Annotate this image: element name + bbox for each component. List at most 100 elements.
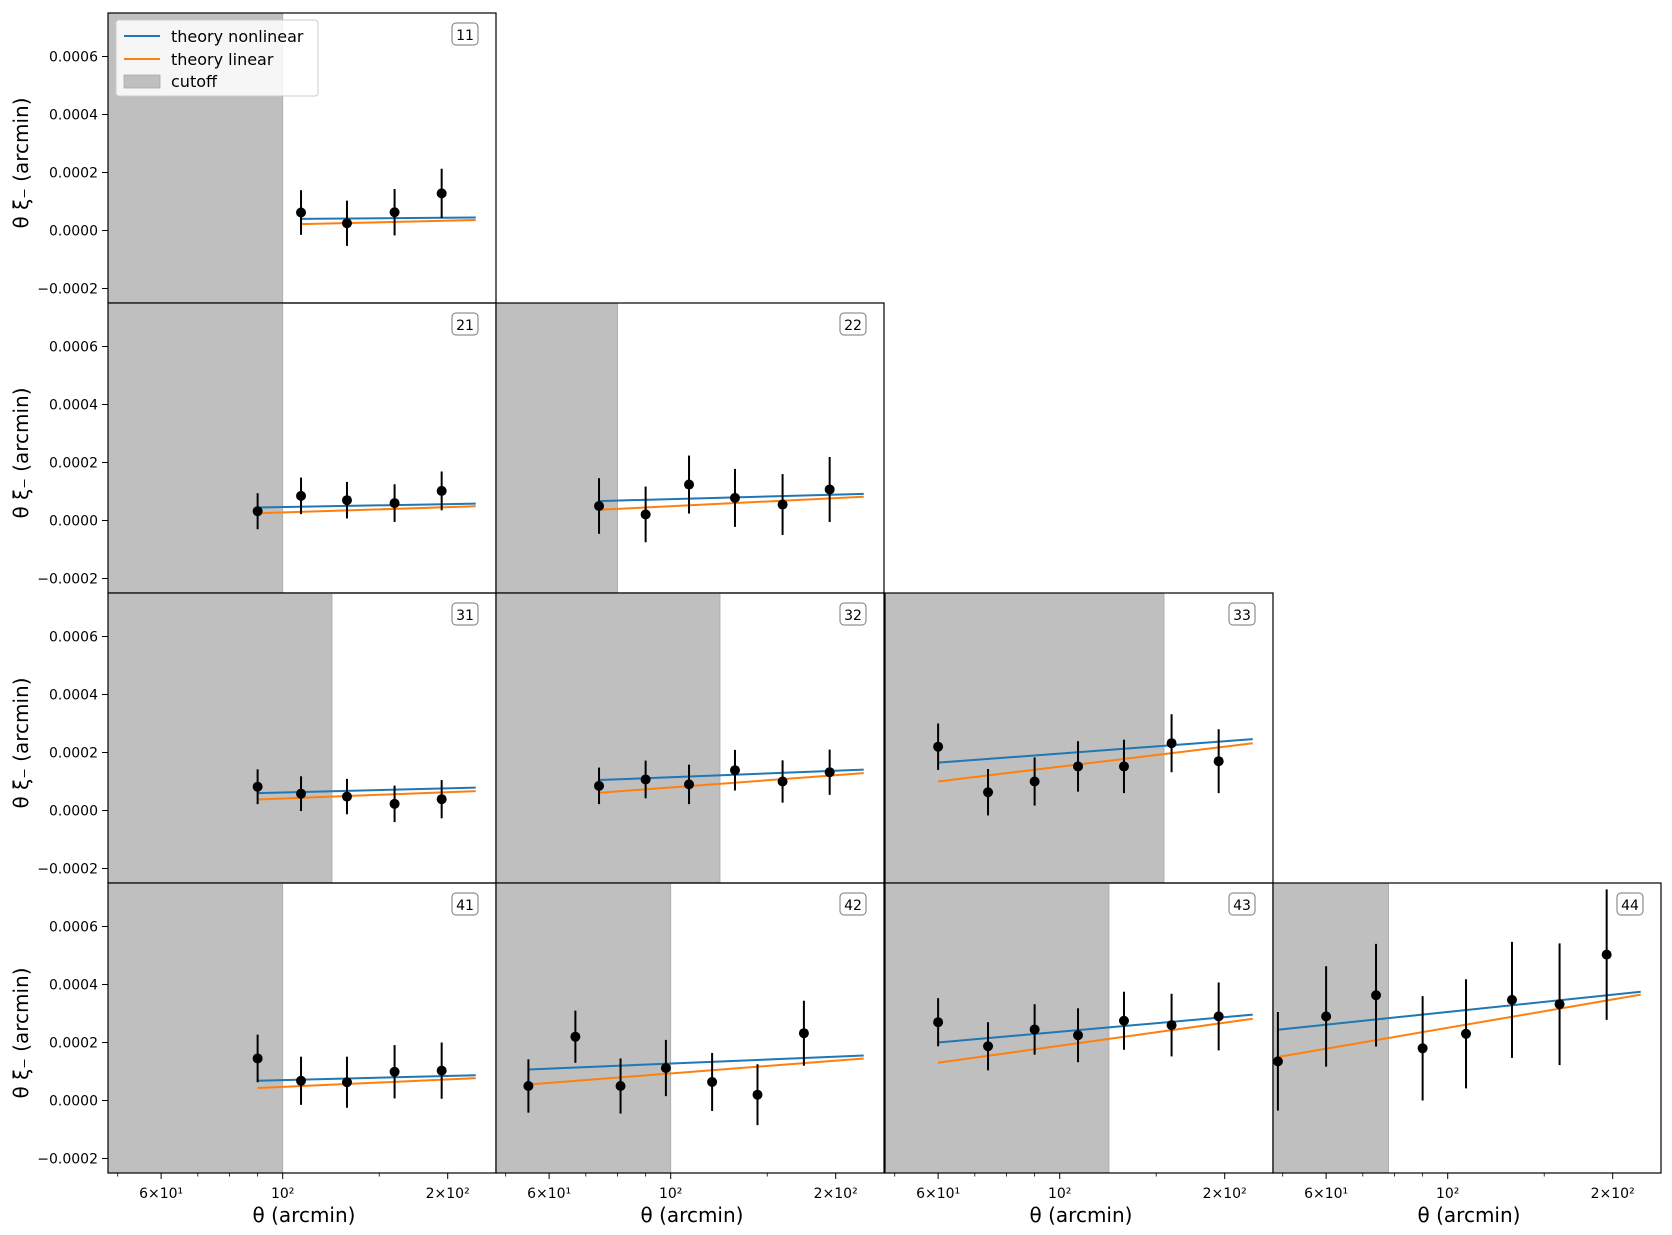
panel-label-41: 41 [456,898,474,914]
panel-label-31: 31 [456,608,474,624]
xtick-label-42-2: 2×10² [814,1186,858,1202]
linear-line-32 [598,772,864,794]
panel-31: 31 −0.0002 0.0000 0.0002 0.0004 0.0006 [37,592,497,884]
legend-label-linear: theory linear [171,50,274,69]
cutoff-band-21 [107,302,284,594]
cutoff-band-32 [495,592,721,884]
legend-swatch-cutoff [123,74,161,89]
panel-label-box-22 [839,312,867,336]
data-point-43-1 [983,1041,994,1052]
panel-label-22: 22 [844,318,862,334]
legend-frame [115,19,319,97]
ytick-label-31-0: −0.0002 [37,862,98,878]
data-point-41-4 [436,1065,447,1076]
data-point-44-1 [1321,1011,1332,1022]
data-point-22-0 [594,501,605,511]
data-point-41-3 [389,1066,400,1077]
cutoff-band-22 [495,302,618,594]
ytick-label-21-3: 0.0004 [49,398,98,414]
data-point-44-4 [1461,1028,1472,1039]
xtick-label-43-1: 10² [1048,1186,1071,1202]
ytick-label-31-2: 0.0002 [49,746,98,762]
xtick-label-42-0: 6×10¹ [527,1186,571,1202]
data-point-31-2 [341,791,352,802]
data-point-33-3 [1073,761,1084,772]
linear-line-41 [257,1077,476,1090]
nonlinear-line-21 [257,502,476,509]
panel-label-21: 21 [456,318,474,334]
data-point-31-4 [436,794,447,805]
data-point-42-6 [798,1028,809,1039]
cutoff-band-33 [884,592,1165,884]
ytick-label-21-2: 0.0002 [49,456,98,472]
panel-41: 41 −0.0002 0.0000 0.0002 0.0004 0.0006 6×10¹ 10… [37,882,497,1202]
linear-line-43 [937,1017,1253,1064]
nonlinear-line-33 [938,738,1253,764]
panel-label-box-32 [839,602,867,626]
data-point-31-0 [252,781,263,792]
data-point-32-1 [640,774,651,785]
data-point-21-0 [252,506,263,517]
panel-label-box-21 [451,312,479,336]
xtick-label-43-0: 6×10¹ [916,1186,960,1202]
data-point-33-5 [1166,738,1177,749]
panel-label-box-11 [451,22,479,46]
data-point-32-4 [777,776,788,787]
panel-21: 21 −0.0002 0.0000 0.0002 0.0004 0.0006 [37,302,497,594]
panel-22: 22 [495,302,885,594]
nonlinear-line-41 [257,1074,476,1082]
data-point-44-6 [1554,999,1565,1010]
xtick-label-43-2: 2×10² [1203,1186,1247,1202]
linear-line-42 [528,1057,864,1086]
data-point-21-3 [389,498,400,509]
data-point-42-1 [570,1031,581,1042]
data-point-44-7 [1601,949,1612,960]
data-point-22-2 [684,479,695,490]
data-point-32-2 [684,779,695,790]
panel-label-box-44 [1616,892,1644,916]
nonlinear-line-43 [938,1013,1253,1044]
ytick-label-41-0: −0.0002 [37,1152,98,1168]
ytick-label-11-3: 0.0004 [49,108,98,124]
ytick-label-21-0: −0.0002 [37,572,98,588]
ylabel-row-2: θ ξ₋ (arcmin) [9,387,33,518]
panel-label-11: 11 [456,28,474,44]
ylabel-row-4: θ ξ₋ (arcmin) [9,967,33,1098]
panel-label-box-31 [451,602,479,626]
data-point-22-3 [729,492,740,503]
panel-43: 43 6×10¹ 10² 2×10² [884,882,1274,1202]
data-point-44-0 [1272,1056,1283,1067]
cutoff-band-42 [495,882,672,1174]
linear-line-33 [937,742,1253,783]
data-point-33-2 [1029,776,1040,787]
data-point-43-6 [1213,1011,1224,1022]
data-point-11-0 [296,207,307,218]
panel-label-box-42 [839,892,867,916]
ytick-label-11-0: −0.0002 [37,282,98,298]
ytick-label-31-1: 0.0000 [49,804,98,820]
panel-frame-42 [495,882,885,1174]
data-point-11-1 [341,218,352,229]
ytick-label-11-1: 0.0000 [49,224,98,240]
ytick-label-41-4: 0.0006 [49,920,98,936]
data-point-41-1 [296,1075,307,1086]
ytick-label-41-1: 0.0000 [49,1094,98,1110]
xtick-label-44-0: 6×10¹ [1304,1186,1348,1202]
data-point-42-2 [615,1081,626,1091]
xtick-label-44-1: 10² [1436,1186,1459,1202]
panel-32: 32 [495,592,885,884]
data-point-21-1 [296,490,307,501]
data-point-32-0 [594,780,605,791]
ytick-label-31-4: 0.0006 [49,630,98,646]
ytick-label-11-2: 0.0002 [49,166,98,182]
cutoff-band-31 [107,592,333,884]
xtick-label-41-1: 10² [271,1186,294,1202]
data-point-31-1 [296,788,307,799]
data-point-33-4 [1118,761,1129,772]
ytick-label-21-1: 0.0000 [49,514,98,530]
nonlinear-line-31 [257,786,476,795]
data-point-42-3 [660,1063,671,1074]
panel-label-42: 42 [844,898,862,914]
ytick-label-11-4: 0.0006 [49,50,98,66]
panel-label-box-41 [451,892,479,916]
